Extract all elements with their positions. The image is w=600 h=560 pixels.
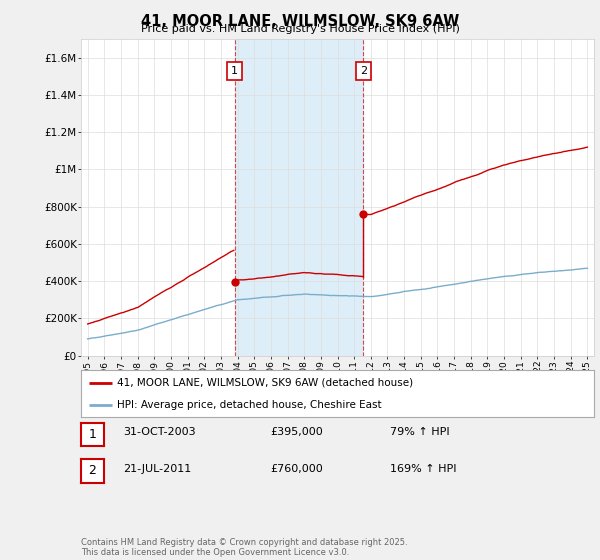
Bar — [235, 39, 364, 356]
Text: 1: 1 — [88, 428, 97, 441]
Text: £395,000: £395,000 — [270, 427, 323, 437]
Text: 21-JUL-2011: 21-JUL-2011 — [123, 464, 191, 474]
Text: 79% ↑ HPI: 79% ↑ HPI — [390, 427, 449, 437]
Text: 31-OCT-2003: 31-OCT-2003 — [123, 427, 196, 437]
Text: 169% ↑ HPI: 169% ↑ HPI — [390, 464, 457, 474]
Text: 2: 2 — [360, 66, 367, 76]
Text: Price paid vs. HM Land Registry's House Price Index (HPI): Price paid vs. HM Land Registry's House … — [140, 24, 460, 34]
Text: £760,000: £760,000 — [270, 464, 323, 474]
Text: Contains HM Land Registry data © Crown copyright and database right 2025.
This d: Contains HM Land Registry data © Crown c… — [81, 538, 407, 557]
Text: 41, MOOR LANE, WILMSLOW, SK9 6AW (detached house): 41, MOOR LANE, WILMSLOW, SK9 6AW (detach… — [117, 378, 413, 388]
Text: HPI: Average price, detached house, Cheshire East: HPI: Average price, detached house, Ches… — [117, 400, 382, 410]
Text: 2: 2 — [88, 464, 97, 478]
Text: 1: 1 — [231, 66, 238, 76]
Text: 41, MOOR LANE, WILMSLOW, SK9 6AW: 41, MOOR LANE, WILMSLOW, SK9 6AW — [141, 14, 459, 29]
